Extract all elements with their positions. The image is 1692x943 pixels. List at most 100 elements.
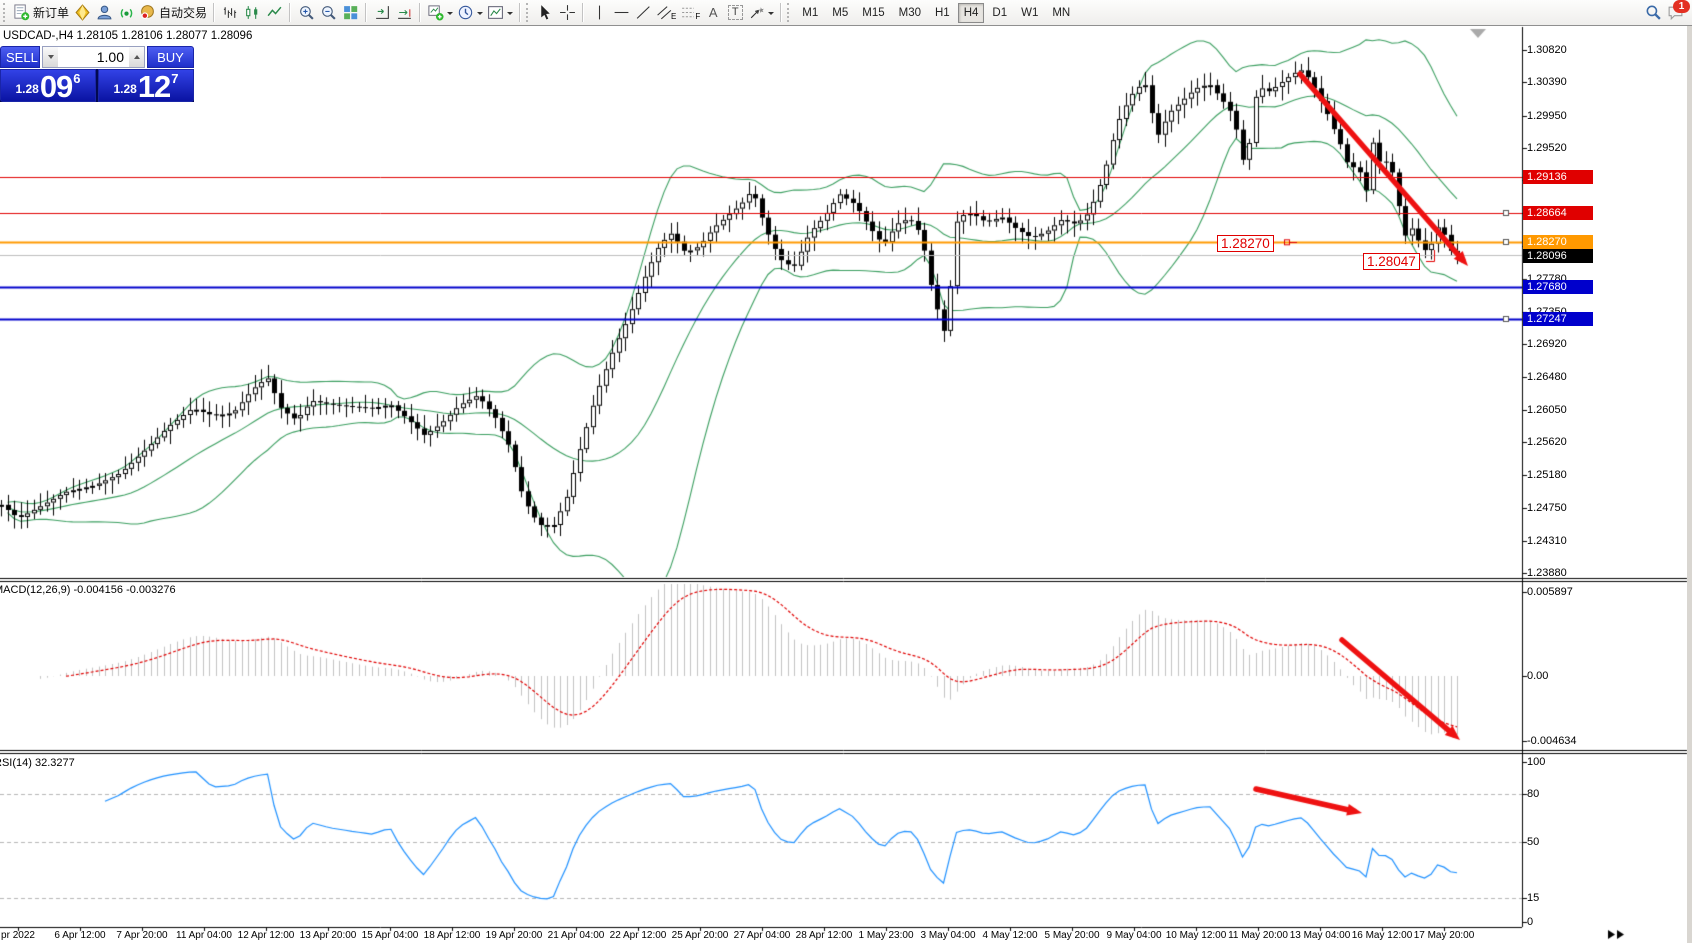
periods-button[interactable] (455, 2, 485, 24)
new-order-icon (14, 4, 30, 21)
price-callout[interactable]: 1.28047 (1363, 253, 1420, 270)
ask-price-prefix: 1.28 (113, 82, 137, 96)
zoom-out-button[interactable] (317, 2, 339, 24)
templates-button[interactable] (485, 2, 515, 24)
new-chart-button[interactable] (425, 2, 455, 24)
vertical-line-tool-button[interactable] (588, 2, 610, 24)
dropdown-caret-icon (768, 12, 775, 18)
ask-price-pip: 7 (171, 71, 179, 86)
volume-decrease-button[interactable] (43, 47, 58, 67)
toolbar-separator (780, 3, 783, 22)
line-chart-button[interactable] (263, 2, 285, 24)
crosshair-icon (559, 5, 575, 20)
signal-icon (120, 8, 132, 18)
chat-button-wrap: 1 (1664, 0, 1690, 24)
zoom-in-button[interactable] (295, 2, 317, 24)
quote-top-row: SELL 1.00 BUY (0, 46, 194, 68)
label-tool-button[interactable]: T (724, 2, 746, 24)
zoom-out-icon (321, 6, 336, 20)
toolbar-separator (289, 3, 292, 22)
bid-price-pip: 6 (73, 71, 81, 86)
bar-chart-button[interactable] (219, 2, 241, 24)
toolbar-grip (3, 3, 8, 22)
timeframe-m15-button[interactable]: M15 (856, 3, 890, 23)
ask-price-button[interactable]: 1.28 12 7 (98, 69, 194, 102)
search-icon (1646, 5, 1661, 20)
text-tool-label: A (708, 5, 718, 20)
arrows-tool-button[interactable] (746, 2, 776, 24)
timeframe-w1-button[interactable]: W1 (1015, 3, 1044, 23)
toolbar-separator (582, 3, 585, 22)
volume-input[interactable]: 1.00 (96, 49, 124, 65)
person-icon (97, 5, 111, 20)
window-right-edge (1687, 26, 1692, 943)
new-order-button[interactable]: 新订单 (11, 2, 71, 24)
accounts-button[interactable] (93, 2, 115, 24)
line-chart-icon (267, 6, 281, 17)
toolbar-separator (213, 3, 216, 22)
auto-trading-icon (141, 5, 154, 19)
trendline-icon (636, 6, 650, 19)
fibo-sub-label: F (695, 12, 701, 21)
bid-price-prefix: 1.28 (15, 82, 39, 96)
candlestick-chart-button[interactable] (241, 2, 263, 24)
channel-tool-button[interactable]: E (654, 2, 678, 24)
toolbar-grip (526, 3, 531, 22)
candlestick-chart-icon (245, 6, 257, 19)
toolbar: 新订单 自动交易 (0, 0, 1692, 26)
chart-shift-button[interactable] (371, 2, 393, 24)
fibonacci-tool-button[interactable]: F (678, 2, 702, 24)
horizontal-line-icon (614, 11, 628, 14)
cursor-tool-button[interactable] (534, 2, 556, 24)
crosshair-tool-button[interactable] (556, 2, 578, 24)
timeframe-m5-button[interactable]: M5 (826, 3, 854, 23)
chat-badge: 1 (1673, 0, 1690, 13)
timeframe-d1-button[interactable]: D1 (986, 3, 1013, 23)
fibonacci-icon (682, 7, 695, 18)
auto-scroll-icon (397, 9, 411, 19)
template-icon (488, 6, 503, 19)
timeframe-m30-button[interactable]: M30 (893, 3, 927, 23)
text-tool-button[interactable]: A (702, 2, 724, 24)
toolbar-separator (419, 3, 422, 22)
channel-sub-label: E (671, 12, 677, 21)
diamond-icon (74, 4, 90, 21)
timeframe-mn-button[interactable]: MN (1046, 3, 1076, 23)
search-button[interactable] (1642, 2, 1664, 24)
dropdown-caret-icon (507, 12, 514, 18)
tile-windows-button[interactable] (339, 2, 361, 24)
vertical-line-icon (598, 5, 600, 20)
buy-button[interactable]: BUY (147, 46, 194, 68)
volume-increase-button[interactable] (129, 47, 144, 67)
timeframe-h1-button[interactable]: H1 (929, 3, 956, 23)
signals-button[interactable] (115, 2, 137, 24)
market-watch-button[interactable] (71, 2, 93, 24)
volume-stepper: 1.00 (42, 46, 145, 68)
toolbar-separator (519, 3, 522, 22)
timeframe-group: M1 M5 M15 M30 H1 H4 D1 W1 MN (795, 2, 1077, 23)
new-order-label: 新订单 (33, 6, 70, 20)
one-click-trading-panel: SELL 1.00 BUY 1.28 09 6 1.28 12 7 (0, 46, 194, 102)
clock-icon (458, 5, 473, 20)
equidistant-channel-icon (657, 6, 672, 20)
horizontal-line-tool-button[interactable] (610, 2, 632, 24)
price-callout[interactable]: 1.28270 (1217, 235, 1274, 252)
arrows-tool-icon (751, 7, 765, 19)
tile-windows-icon (343, 6, 357, 20)
trendline-tool-button[interactable] (632, 2, 654, 24)
cursor-icon (540, 5, 550, 20)
dropdown-caret-icon (477, 12, 484, 18)
dropdown-caret-icon (447, 12, 454, 18)
toolbar-separator (365, 3, 368, 22)
sell-button[interactable]: SELL (0, 46, 40, 68)
toolbar-grip (787, 3, 792, 22)
ask-price-big: 12 (137, 69, 171, 104)
auto-scroll-button[interactable] (393, 2, 415, 24)
zoom-in-icon (299, 6, 314, 20)
chart-shift-icon (375, 6, 389, 19)
auto-trading-button[interactable]: 自动交易 (137, 2, 209, 24)
timeframe-h4-button[interactable]: H4 (957, 2, 985, 23)
bid-price-button[interactable]: 1.28 09 6 (0, 69, 96, 102)
timeframe-m1-button[interactable]: M1 (796, 3, 824, 23)
